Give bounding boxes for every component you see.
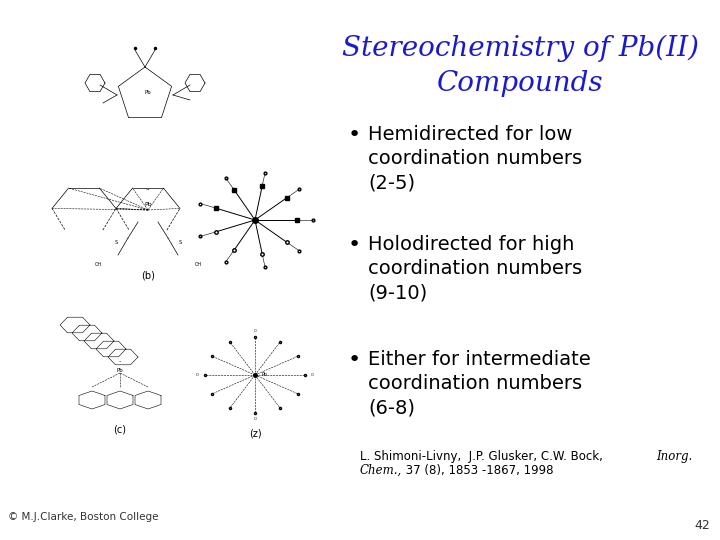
Text: •: • xyxy=(348,125,361,145)
Text: Pb: Pb xyxy=(261,372,267,376)
Text: Pb: Pb xyxy=(144,202,152,207)
Text: •: • xyxy=(348,350,361,370)
Text: S: S xyxy=(179,240,181,245)
Text: ..: .. xyxy=(118,357,122,362)
Text: CH: CH xyxy=(94,262,102,267)
Text: (z): (z) xyxy=(248,428,261,438)
Text: 42: 42 xyxy=(694,519,710,532)
Text: Holodirected for high
coordination numbers
(9-10): Holodirected for high coordination numbe… xyxy=(368,235,582,302)
Text: CH: CH xyxy=(194,262,202,267)
Text: Inorg.: Inorg. xyxy=(656,450,692,463)
Text: Pb: Pb xyxy=(145,91,151,96)
Text: Chem.,: Chem., xyxy=(360,464,402,477)
Text: Pb: Pb xyxy=(117,368,123,373)
Text: L. Shimoni-Livny,  J.P. Glusker, C.W. Bock,: L. Shimoni-Livny, J.P. Glusker, C.W. Boc… xyxy=(360,450,607,463)
Text: O: O xyxy=(253,417,256,421)
Text: Compounds: Compounds xyxy=(437,70,603,97)
Text: ..: .. xyxy=(145,185,150,191)
Text: (b): (b) xyxy=(141,270,155,280)
Text: O: O xyxy=(311,373,314,377)
Text: O: O xyxy=(253,329,256,333)
Text: (c): (c) xyxy=(114,425,127,435)
Text: Either for intermediate
coordination numbers
(6-8): Either for intermediate coordination num… xyxy=(368,350,590,417)
Text: S: S xyxy=(114,240,117,245)
Text: © M.J.Clarke, Boston College: © M.J.Clarke, Boston College xyxy=(8,512,158,522)
Text: 37 (8), 1853 -1867, 1998: 37 (8), 1853 -1867, 1998 xyxy=(402,464,554,477)
Text: O: O xyxy=(196,373,199,377)
Text: •: • xyxy=(348,235,361,255)
Text: Stereochemistry of Pb(II): Stereochemistry of Pb(II) xyxy=(341,35,698,62)
Text: Hemidirected for low
coordination numbers
(2-5): Hemidirected for low coordination number… xyxy=(368,125,582,192)
